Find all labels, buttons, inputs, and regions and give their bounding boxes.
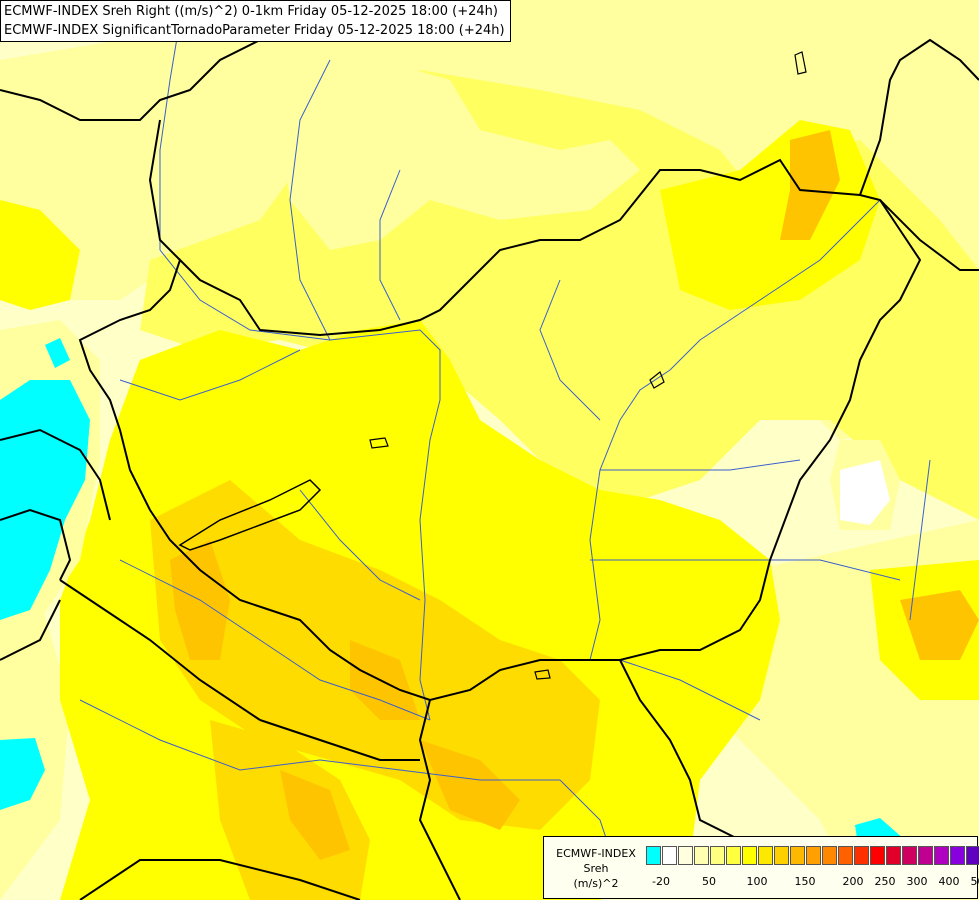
legend-swatch [710,846,725,865]
legend-tick-label: 400 [938,875,960,888]
legend-title-line-1: ECMWF-INDEX [556,847,636,860]
river-zagyva [539,279,601,421]
legend-tick-label: 500 [970,875,979,888]
legend-swatch [902,846,917,865]
legend-tick-label: 50 [702,875,716,888]
river-olt [909,459,931,621]
legend-swatch [726,846,741,865]
legend-tick-label: 300 [906,875,928,888]
border-hungary [78,158,922,702]
legend-tick-label: 150 [794,875,816,888]
lake-balaton [178,479,322,551]
legend-swatch [646,846,661,865]
legend-swatch [918,846,933,865]
legend-tick-label: -20 [652,875,670,888]
river-tisza [589,199,881,661]
legend-swatch [678,846,693,865]
legend-swatch [662,846,677,865]
field-orange-east [900,590,979,660]
lake-south [534,669,551,680]
border-ukraine-romania [859,38,979,196]
border-serbia-romania [619,659,741,841]
border-slovakia-west [148,119,181,261]
river-vah [289,59,331,341]
lake-velence [369,437,389,449]
colorbar-legend: ECMWF-INDEX Sreh (m/s)^2 -20 50 100 150 200 2… [543,836,979,899]
border-west-fragment [0,599,61,661]
border-austria-slovenia [0,428,111,521]
river-hron [379,169,401,321]
legend-title: ECMWF-INDEX Sreh (m/s)^2 [548,846,644,891]
map-title-box: ECMWF-INDEX Sreh Right ((m/s)^2) 0-1km F… [0,0,511,42]
legend-tick-label: 200 [842,875,864,888]
legend-title-line-2: Sreh [583,862,609,875]
legend-tick-label: 250 [874,875,896,888]
legend-ticks: -2050100150200250300400500700 [646,875,979,889]
lake-tisza [649,371,665,389]
lake-ne [794,51,807,75]
river-drava [119,559,431,721]
field-pale-patch-north [280,60,640,250]
legend-swatch [742,846,757,865]
river-sio [299,489,421,601]
field-negative-west [0,380,90,620]
border-bosnia-south [79,859,361,900]
legend-swatches [646,846,979,865]
legend-swatch [966,846,979,865]
legend-swatch [870,846,885,865]
river-timis [619,659,761,721]
field-negative-sw [0,738,45,810]
border-croatia-serbia [418,699,461,900]
field-orange-se [420,740,520,830]
legend-swatch [934,846,949,865]
legend-swatch [790,846,805,865]
field-pale-west [0,560,70,900]
border-slovenia [0,508,72,581]
legend-swatch [774,846,789,865]
legend-title-line-3: (m/s)^2 [573,877,619,890]
legend-swatch [822,846,837,865]
legend-swatch [838,846,853,865]
river-danube [159,249,441,721]
river-koros [600,459,801,471]
title-line-1: ECMWF-INDEX Sreh Right ((m/s)^2) 0-1km F… [4,4,498,19]
river-raab [119,349,301,401]
river-maros [590,559,901,581]
river-sava [79,699,560,781]
river-morava [159,19,181,250]
legend-swatch [950,846,965,865]
legend-swatch [694,846,709,865]
field-orange-south [350,640,420,720]
field-orange-sw [280,770,350,860]
legend-swatch [758,846,773,865]
border-ukraine-east [879,199,979,271]
legend-swatch [886,846,901,865]
field-orange-ne [780,130,840,240]
legend-swatch [854,846,869,865]
border-slovenia-croatia [59,579,261,721]
field-negative-nw [45,338,70,368]
field-yellow-nw [0,200,80,310]
title-line-2: ECMWF-INDEX SignificantTornadoParameter … [4,23,505,38]
legend-swatch [806,846,821,865]
border-croatia-bosnia [259,719,420,761]
field-white-east [840,460,890,525]
legend-tick-label: 100 [746,875,768,888]
